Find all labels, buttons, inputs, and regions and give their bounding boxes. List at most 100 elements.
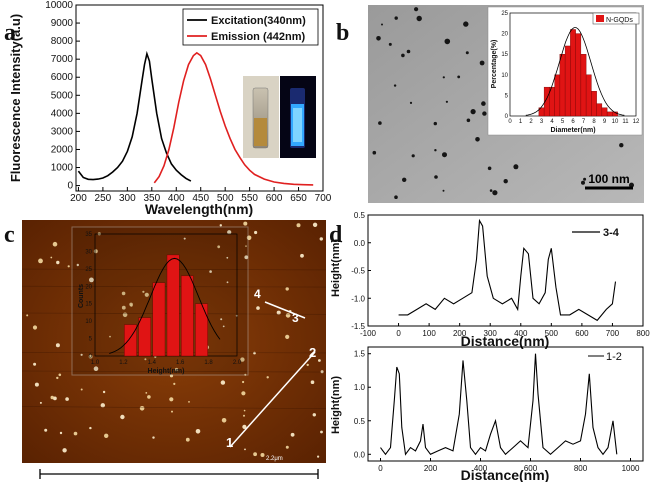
y-tick-label-c-inset: 0 — [89, 354, 93, 360]
afm-particle — [173, 382, 176, 385]
panel-a: a 200 250 300 350 400 450 500 550 600 650 70001000… — [4, 0, 332, 217]
x-tick-label-a: 400 — [168, 193, 185, 204]
afm-particle — [240, 357, 245, 362]
tem-particle — [442, 189, 445, 192]
panel-label-a: a — [4, 20, 16, 46]
afm-particle — [226, 256, 229, 259]
x-tick-label-a: 200 — [70, 193, 87, 204]
afm-particle — [244, 373, 247, 376]
x-tick-label-b-inset: 10 — [612, 119, 619, 125]
legend-b — [592, 12, 640, 25]
afm-particle — [33, 362, 37, 366]
afm-particle — [65, 397, 69, 401]
gaussian-fit-c — [109, 257, 221, 354]
x-tick-label-a: 600 — [266, 193, 283, 204]
legend-label-emission: Emission (442nm) — [211, 31, 305, 43]
y-axis-label-d-top: Height(nm) — [330, 239, 342, 297]
tem-particle — [581, 180, 585, 185]
afm-particle — [243, 409, 246, 412]
x-tick-label-c-inset: 1.6 — [176, 360, 185, 366]
afm-particle — [290, 432, 295, 437]
afm-particle — [142, 290, 145, 293]
afm-particle — [34, 382, 39, 387]
x-tick-label-b-inset: 0 — [508, 119, 512, 125]
panel-label-d: d — [329, 222, 343, 248]
legend-label-ngqds: N-GQDs — [606, 17, 633, 24]
tem-particles — [372, 7, 634, 199]
afm-particle — [241, 391, 246, 396]
afm-particle — [171, 410, 173, 413]
y-tick-label-d2: 0.5 — [354, 417, 366, 426]
afm-particle — [300, 253, 304, 258]
profile-curve-d1 — [398, 218, 617, 322]
afm-particle — [93, 366, 99, 372]
afm-particle — [266, 376, 269, 379]
histogram-bar-b — [585, 74, 592, 117]
afm-particle — [242, 380, 245, 384]
y-tick-label-b-inset: 15 — [501, 52, 508, 58]
x-tick-label-d1: 300 — [484, 329, 498, 338]
tem-particle — [489, 189, 493, 192]
tem-particle — [411, 154, 415, 158]
tem-particle — [442, 76, 445, 79]
y-tick-label-b-inset: 5 — [505, 93, 509, 99]
afm-particle — [310, 380, 315, 385]
afm-scan-line — [21, 406, 327, 409]
x-tick-label-a: 700 — [315, 193, 332, 204]
tem-particle — [416, 15, 422, 22]
tem-particle — [457, 75, 461, 79]
afm-particle — [245, 245, 247, 247]
afm-particle — [169, 397, 174, 402]
afm-particle — [276, 310, 281, 315]
afm-particle — [209, 270, 212, 273]
y-tick-label-a: 6000 — [51, 72, 74, 83]
x-tick-label-b-inset: 3 — [540, 119, 544, 125]
legend-swatch-ngqds — [596, 15, 604, 22]
x-tick-label-d1: 200 — [453, 329, 467, 338]
x-tick-label-d2: 800 — [574, 464, 588, 473]
x-axis-label-d-bottom: Distance(nm) — [461, 467, 550, 482]
y-tick-label-a: 1000 — [51, 163, 74, 174]
tem-particle — [583, 177, 587, 181]
afm-particle — [244, 255, 249, 260]
afm-particle — [285, 287, 289, 291]
profile-3-4-plot: -100 0 100 200 300 400 500 600 700 800 -1.5 -1.0 -0.… — [351, 211, 650, 338]
afm-particle — [44, 428, 48, 432]
afm-particle — [220, 318, 223, 321]
profile-label-4: 4 — [254, 287, 261, 301]
tem-particle — [445, 100, 448, 103]
y-tick-label-c-inset: 25 — [85, 267, 92, 273]
afm-particle — [242, 424, 247, 429]
tem-particle — [433, 121, 437, 126]
tem-particle — [376, 36, 381, 41]
afm-particle — [219, 224, 222, 227]
tem-particle — [401, 53, 405, 58]
x-tick-label-c-inset: 1.0 — [91, 360, 100, 366]
axes-frame-d-top — [367, 214, 644, 327]
x-axis-label-d-top: Distance(nm) — [461, 333, 550, 349]
histogram-bar-b — [564, 45, 571, 117]
y-tick-label-d2: 1.0 — [354, 383, 366, 392]
afm-particle — [55, 343, 60, 348]
afm-particle — [58, 373, 62, 377]
tem-particle — [619, 143, 624, 148]
x-tick-label-b-inset: 4 — [550, 119, 554, 125]
afm-particle — [254, 230, 258, 235]
x-tick-label-a: 650 — [290, 193, 307, 204]
afm-particle — [296, 223, 301, 228]
x-tick-label-c-inset: 1.2 — [119, 360, 128, 366]
afm-particle — [53, 396, 57, 401]
x-tick-label-a: 500 — [217, 193, 234, 204]
x-tick-label-c-inset: 2.0 — [233, 360, 242, 366]
panel-label-b: b — [336, 20, 349, 46]
tem-particle — [479, 60, 485, 66]
x-tick-label-c-inset: 1.4 — [148, 360, 157, 366]
tem-particle — [492, 190, 498, 196]
afm-particle — [88, 354, 93, 359]
afm-particle — [144, 358, 147, 361]
afm-particle — [80, 388, 83, 391]
tem-particle — [394, 195, 398, 199]
afm-particle — [50, 256, 53, 259]
tem-particle — [487, 166, 492, 171]
